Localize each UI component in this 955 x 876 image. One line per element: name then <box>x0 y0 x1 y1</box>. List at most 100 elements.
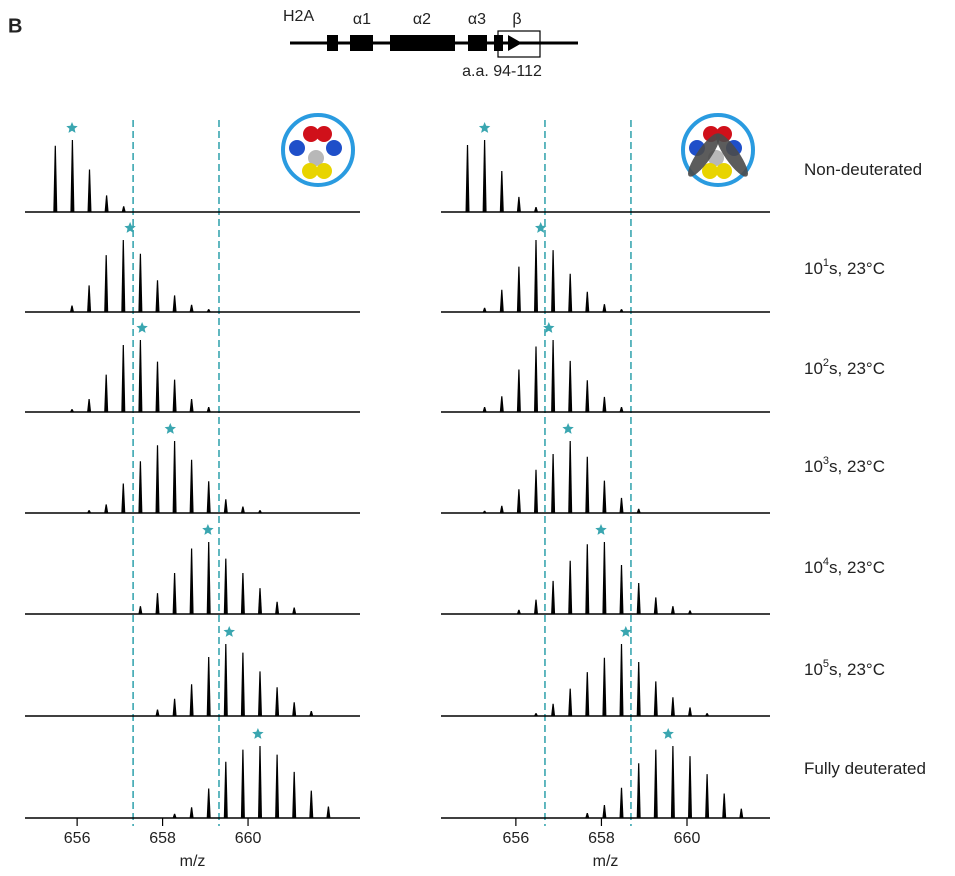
peak <box>207 407 211 412</box>
row-label-text: Non-deuterated <box>804 160 922 179</box>
peak <box>173 441 177 513</box>
peak <box>500 290 504 312</box>
peak <box>534 240 538 312</box>
peak <box>275 755 279 818</box>
row-label-base: 10 <box>804 660 823 679</box>
peak <box>602 542 606 614</box>
peak <box>602 658 606 716</box>
peak <box>602 397 606 412</box>
peak <box>87 399 91 412</box>
peak <box>534 600 538 614</box>
domain-box <box>468 35 487 51</box>
row-label: Fully deuterated <box>804 759 926 778</box>
row-label-rest: s, 23°C <box>829 359 885 378</box>
peak <box>568 361 572 412</box>
centroid-star <box>620 626 631 637</box>
centroid-star <box>136 322 147 333</box>
peak <box>173 380 177 412</box>
peak <box>190 684 194 716</box>
peak <box>104 504 108 513</box>
protein-label: H2A <box>283 8 314 25</box>
peak <box>70 306 74 313</box>
peak <box>602 481 606 513</box>
x-tick-label: 660 <box>674 830 701 847</box>
centroid-star <box>562 423 573 434</box>
peak <box>551 250 555 312</box>
peak <box>585 672 589 716</box>
peak <box>207 481 211 513</box>
peak <box>121 484 125 514</box>
peak <box>70 409 74 412</box>
peak <box>292 702 296 716</box>
peak <box>602 805 606 818</box>
peak <box>568 441 572 513</box>
peak <box>705 774 709 818</box>
peak <box>620 565 624 614</box>
peak <box>275 602 279 614</box>
element-label: β <box>512 11 521 28</box>
figure: B H2A α1 α2 α3 β a.a. 94-112 Non-deutera… <box>0 0 955 876</box>
element-label: α3 <box>468 11 486 28</box>
centroid-star <box>479 122 490 133</box>
peak <box>739 809 743 818</box>
peak <box>138 461 142 513</box>
peak <box>500 396 504 412</box>
peak <box>87 510 91 513</box>
peak <box>224 762 228 818</box>
centroid-star <box>663 728 674 739</box>
peak <box>671 746 675 818</box>
peak <box>688 756 692 818</box>
peak <box>53 146 57 212</box>
peak <box>121 240 125 312</box>
peak <box>722 794 726 819</box>
peak <box>466 145 470 212</box>
peak <box>620 407 624 412</box>
peak <box>620 644 624 716</box>
peak <box>173 573 177 614</box>
peak <box>156 710 160 717</box>
peak <box>241 653 245 716</box>
peak <box>190 549 194 615</box>
row-label: 104s, 23°C <box>804 556 885 578</box>
centroid-star <box>252 728 263 739</box>
peak <box>637 509 641 513</box>
peak <box>568 274 572 312</box>
peak <box>534 713 538 716</box>
peak <box>70 140 74 212</box>
peak <box>517 267 521 312</box>
peak <box>224 499 228 513</box>
peak <box>688 707 692 716</box>
peak <box>517 489 521 513</box>
element-label: α2 <box>413 11 431 28</box>
peak <box>207 657 211 716</box>
centroid-star <box>224 626 236 637</box>
peak <box>258 588 262 614</box>
centroid-star <box>165 423 176 434</box>
peak <box>190 460 194 513</box>
row-label-base: 10 <box>804 457 823 476</box>
structure-icon <box>683 115 753 185</box>
peak <box>534 347 538 413</box>
peak <box>292 772 296 818</box>
centroid-star <box>595 524 606 535</box>
peak <box>309 791 313 818</box>
region-label: a.a. 94-112 <box>462 63 542 80</box>
peak <box>585 813 589 818</box>
peak <box>585 457 589 513</box>
peak <box>207 542 211 614</box>
peak <box>483 511 487 513</box>
x-axis-label: m/z <box>180 853 206 870</box>
peak <box>483 407 487 412</box>
peak <box>585 380 589 412</box>
peak <box>156 280 160 312</box>
row-label-text: Fully deuterated <box>804 759 926 778</box>
peak <box>654 681 658 716</box>
beta-arrow <box>508 35 522 51</box>
peak <box>241 507 245 514</box>
peak <box>224 644 228 716</box>
peak <box>87 285 91 312</box>
peak <box>585 544 589 614</box>
peak <box>654 750 658 818</box>
peak <box>688 610 692 614</box>
panel-label: B <box>8 15 22 37</box>
